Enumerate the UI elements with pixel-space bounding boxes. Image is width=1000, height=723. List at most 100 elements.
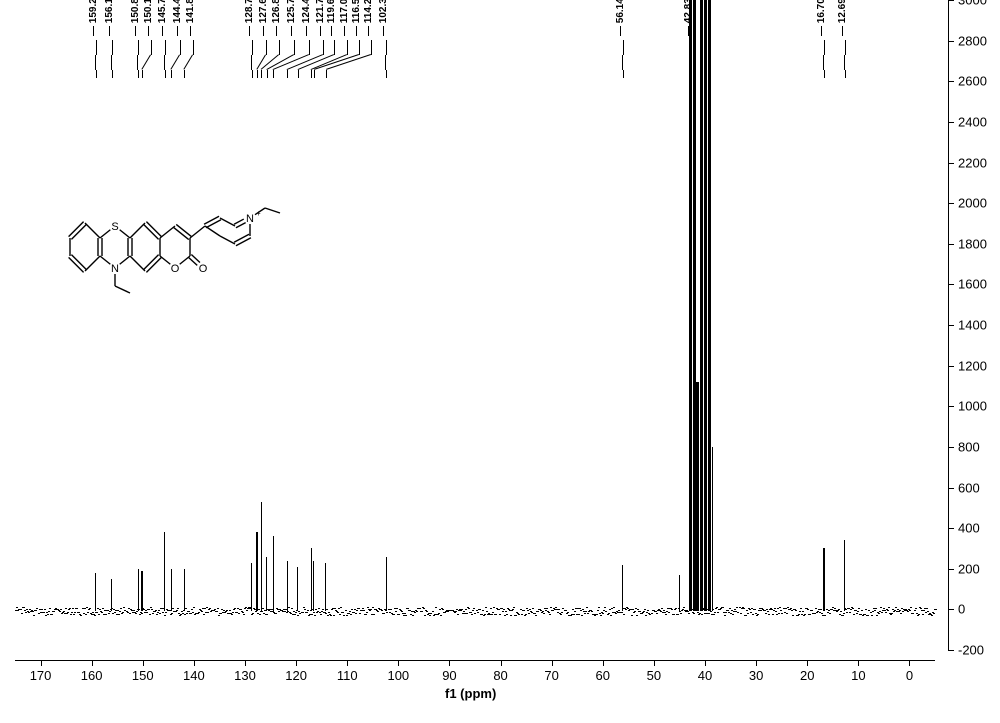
peak-label: — 121.75 bbox=[315, 0, 326, 36]
baseline-noise bbox=[725, 612, 727, 613]
baseline-noise bbox=[457, 614, 459, 615]
baseline-noise bbox=[584, 613, 586, 614]
baseline-noise bbox=[326, 609, 328, 610]
baseline-noise bbox=[760, 610, 762, 611]
peak-label-stem bbox=[261, 70, 262, 78]
baseline-noise bbox=[918, 614, 920, 615]
x-tick-mark bbox=[398, 660, 399, 666]
baseline-noise bbox=[643, 611, 645, 612]
baseline-noise bbox=[198, 612, 200, 613]
baseline-noise bbox=[172, 608, 174, 609]
x-tick-label: 100 bbox=[387, 668, 409, 683]
baseline-noise bbox=[668, 612, 670, 613]
peak-label-stem bbox=[313, 54, 358, 70]
baseline-noise bbox=[369, 610, 371, 611]
baseline-noise bbox=[252, 613, 254, 614]
baseline-noise bbox=[743, 608, 745, 609]
baseline-noise bbox=[407, 608, 409, 609]
baseline-noise bbox=[740, 613, 742, 614]
peak-label: — 12.69 bbox=[837, 0, 848, 36]
x-tick-label: 10 bbox=[851, 668, 865, 683]
baseline-noise bbox=[874, 610, 876, 611]
peak-label-stem bbox=[257, 70, 258, 78]
baseline-noise bbox=[328, 612, 330, 613]
baseline-noise bbox=[933, 613, 935, 614]
baseline-noise bbox=[821, 613, 823, 614]
baseline-noise bbox=[266, 614, 268, 615]
baseline-noise bbox=[680, 613, 682, 614]
peak-label-stem bbox=[311, 70, 312, 78]
baseline-noise bbox=[838, 609, 840, 610]
baseline-noise bbox=[772, 614, 774, 615]
peak-label: — 42.83 bbox=[683, 0, 694, 36]
baseline-noise bbox=[809, 614, 811, 615]
baseline-noise bbox=[768, 614, 770, 615]
spectrum-peak bbox=[273, 536, 274, 611]
baseline-noise bbox=[325, 613, 327, 614]
baseline-noise bbox=[96, 612, 98, 613]
baseline-noise bbox=[331, 609, 333, 610]
baseline-noise bbox=[588, 611, 590, 612]
baseline-noise bbox=[200, 610, 202, 611]
baseline-noise bbox=[610, 615, 612, 616]
baseline-noise bbox=[909, 610, 911, 611]
baseline-noise bbox=[504, 615, 506, 616]
baseline-noise bbox=[442, 609, 444, 610]
baseline-noise bbox=[654, 611, 656, 612]
baseline-noise bbox=[67, 612, 69, 613]
baseline-noise bbox=[322, 609, 324, 610]
baseline-noise bbox=[573, 614, 575, 615]
y-tick-mark bbox=[948, 244, 954, 245]
baseline-noise bbox=[217, 608, 219, 609]
spectrum-peak bbox=[823, 548, 824, 611]
baseline-noise bbox=[845, 609, 847, 610]
peak-label-stem bbox=[386, 70, 387, 78]
baseline-noise bbox=[25, 612, 27, 613]
peak-label-stem bbox=[309, 40, 310, 55]
peak-label: — 127.65 bbox=[258, 0, 269, 36]
spectrum-peak bbox=[689, 0, 692, 611]
baseline-noise bbox=[484, 614, 486, 615]
y-tick-label: -200 bbox=[958, 643, 984, 658]
baseline-noise bbox=[435, 607, 437, 608]
peak-label-stem bbox=[824, 70, 825, 78]
baseline-noise bbox=[358, 608, 360, 609]
spectrum-peak bbox=[708, 0, 711, 611]
x-tick-label: 130 bbox=[234, 668, 256, 683]
y-tick-mark bbox=[948, 528, 954, 529]
spectrum-peak bbox=[256, 532, 257, 611]
spectrum-peak bbox=[712, 447, 713, 611]
baseline-noise bbox=[724, 615, 726, 616]
baseline-noise bbox=[154, 611, 156, 612]
baseline-noise bbox=[890, 614, 892, 615]
baseline-noise bbox=[23, 607, 25, 608]
x-tick-label: 50 bbox=[647, 668, 661, 683]
x-tick-mark bbox=[194, 660, 195, 666]
baseline-noise bbox=[857, 611, 859, 612]
baseline-noise bbox=[853, 614, 855, 615]
baseline-noise bbox=[920, 608, 922, 609]
baseline-noise bbox=[216, 611, 218, 612]
peak-label-stem bbox=[298, 70, 299, 78]
baseline-noise bbox=[548, 612, 550, 613]
baseline-noise bbox=[629, 609, 631, 610]
chemical-structure: SNOON+ bbox=[60, 178, 360, 298]
baseline-noise bbox=[123, 607, 125, 608]
baseline-noise bbox=[671, 609, 673, 610]
baseline-noise bbox=[158, 610, 160, 611]
baseline-noise bbox=[181, 611, 183, 612]
peak-label-stem bbox=[266, 40, 267, 55]
y-tick-label: 2800 bbox=[958, 33, 987, 48]
baseline-noise bbox=[303, 607, 305, 608]
peak-label-stem bbox=[314, 70, 315, 78]
baseline-noise bbox=[412, 615, 414, 616]
x-tick-label: 110 bbox=[337, 668, 358, 683]
baseline-noise bbox=[849, 612, 851, 613]
baseline-noise bbox=[792, 615, 794, 616]
y-tick-label: 1600 bbox=[958, 277, 987, 292]
baseline-noise bbox=[232, 612, 234, 613]
peak-label-stem bbox=[193, 40, 194, 55]
baseline-noise bbox=[112, 613, 114, 614]
baseline-noise bbox=[870, 612, 872, 613]
baseline-noise bbox=[72, 608, 74, 609]
